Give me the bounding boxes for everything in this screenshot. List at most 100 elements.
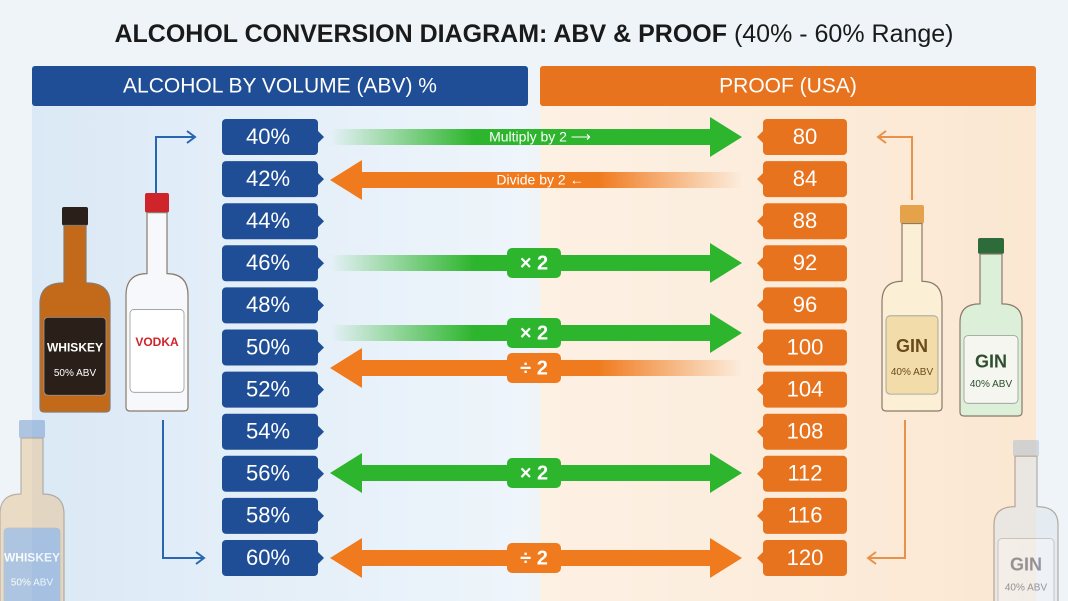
- abv-value: 56%: [246, 461, 290, 486]
- abv-box-tip: [318, 467, 324, 480]
- abv-value: 48%: [246, 292, 290, 317]
- abv-box-tip: [318, 425, 324, 438]
- arrow-label: × 2: [520, 462, 548, 484]
- bottle: GIN 40% ABV: [881, 205, 943, 412]
- arrow-label: Multiply by 2 ⟶: [489, 129, 591, 145]
- bottle-note: 50% ABV: [11, 577, 54, 588]
- bottle-label: GIN: [1010, 555, 1042, 575]
- bottle-cap: [900, 205, 924, 224]
- proof-box-tip: [757, 383, 763, 396]
- bottle-note: 40% ABV: [1005, 582, 1048, 593]
- bottle: GIN 40% ABV: [959, 238, 1023, 417]
- bottle-label-panel: [963, 335, 1019, 404]
- abv-box-tip: [318, 383, 324, 396]
- abv-box-tip: [318, 552, 324, 564]
- bottle-label-panel: [3, 527, 61, 601]
- proof-value: 92: [793, 250, 817, 275]
- arrow-label-box: [507, 318, 561, 348]
- abv-value: 44%: [246, 208, 290, 233]
- bottle-label: VODKA: [135, 335, 179, 349]
- proof-header: [540, 66, 1036, 106]
- proof-value: 104: [787, 376, 824, 401]
- abv-value: 54%: [246, 419, 290, 444]
- abv-box: [222, 245, 318, 282]
- proof-box-tip: [757, 131, 763, 143]
- proof-box: [763, 329, 847, 366]
- arrow-label: ÷ 2: [520, 547, 548, 569]
- title-range: (40% - 60% Range): [734, 20, 954, 48]
- connector-head: [866, 551, 877, 565]
- bottle-note: 40% ABV: [891, 367, 934, 378]
- connector: [868, 420, 906, 559]
- title-main: ALCOHOL CONVERSION DIAGRAM: ABV & PROOF: [114, 20, 727, 48]
- arrow-label-box: [507, 543, 561, 573]
- bottle-label-panel: [43, 316, 107, 396]
- abv-box-tip: [318, 131, 324, 143]
- proof-box: [763, 540, 847, 576]
- proof-box-tip: [757, 425, 763, 438]
- proof-box: [763, 287, 847, 324]
- abv-value: 60%: [246, 545, 290, 570]
- bottle-label: WHISKEY: [4, 551, 60, 565]
- proof-value: 116: [787, 503, 822, 528]
- proof-box-tip: [757, 509, 763, 522]
- bottle-cap: [19, 420, 45, 438]
- proof-value: 80: [793, 124, 817, 149]
- bottle-cap: [145, 193, 169, 213]
- abv-box: [222, 455, 318, 492]
- abv-box-tip: [318, 299, 324, 312]
- proof-box-tip: [757, 341, 763, 354]
- arrow-label: Divide by 2 ←: [496, 172, 583, 188]
- abv-box-tip: [318, 509, 324, 522]
- abv-box: [222, 161, 318, 198]
- proof-value: 84: [793, 166, 817, 191]
- arrow-label-box: [507, 248, 561, 278]
- bottle-note: 40% ABV: [970, 379, 1013, 390]
- bottle-label-panel: [129, 309, 185, 393]
- bottle: WHISKEY 50% ABV: [39, 207, 111, 413]
- proof-box: [763, 455, 847, 492]
- proof-box: [763, 497, 847, 534]
- abv-box: [222, 540, 318, 576]
- proof-column-title: PROOF (USA): [719, 75, 857, 98]
- bottle: GIN 40% ABV: [993, 440, 1059, 601]
- connector-head: [186, 130, 197, 144]
- content: Multiply by 2 ⟶ Divide by 2 ← × 2 × 2 ÷ 2 × 2…: [0, 117, 1059, 601]
- title: ALCOHOL CONVERSION DIAGRAM: ABV & PROOF …: [114, 20, 953, 48]
- proof-value: 88: [793, 208, 817, 233]
- abv-box: [222, 497, 318, 534]
- proof-value: 100: [787, 334, 824, 359]
- proof-value: 96: [793, 292, 817, 317]
- abv-box: [222, 329, 318, 366]
- proof-box: [763, 413, 847, 450]
- abv-box: [222, 119, 318, 155]
- arrow-label-box: [507, 353, 561, 383]
- abv-value: 40%: [246, 124, 290, 149]
- proof-value: 112: [787, 461, 822, 486]
- arrow-label-box: [507, 458, 561, 488]
- bottle-label-panel: [885, 315, 939, 395]
- proof-box-tip: [757, 173, 763, 186]
- abv-box: [222, 287, 318, 324]
- abv-box-tip: [318, 341, 324, 354]
- bottle-label-panel: [997, 538, 1055, 601]
- bottle-cap: [62, 207, 88, 226]
- bottle-note: 50% ABV: [54, 368, 97, 379]
- proof-box: [763, 371, 847, 408]
- arrow-label: × 2: [520, 252, 548, 274]
- connector-head: [876, 130, 887, 144]
- abv-box: [222, 203, 318, 240]
- conversion-arrow: [330, 160, 742, 200]
- bottle-label: GIN: [975, 351, 1007, 371]
- abv-column-title: ALCOHOL BY VOLUME (ABV) %: [123, 75, 437, 98]
- abv-box-tip: [318, 215, 324, 228]
- conversion-arrow: [330, 117, 742, 157]
- bottle-cap: [1013, 440, 1039, 457]
- proof-box: [763, 203, 847, 240]
- bottle-cap: [978, 238, 1004, 255]
- proof-box: [763, 245, 847, 282]
- abv-box-tip: [318, 173, 324, 186]
- proof-box-tip: [757, 467, 763, 480]
- connector: [878, 136, 913, 200]
